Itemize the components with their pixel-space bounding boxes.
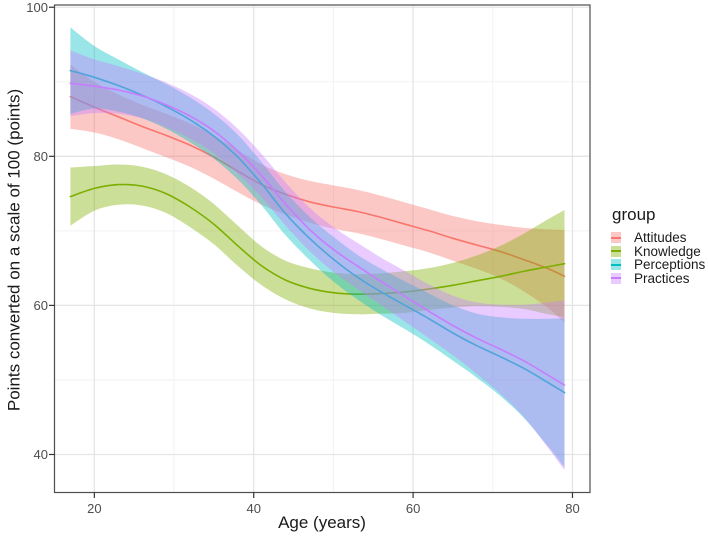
legend-item-label: Practices — [634, 270, 690, 286]
x-tick-label-40: 40 — [246, 500, 261, 516]
y-tick-label-40: 40 — [33, 446, 48, 462]
ci-ribbon-practices — [70, 50, 565, 471]
legend-title: group — [612, 205, 656, 224]
x-axis-title: Age (years) — [278, 513, 366, 532]
legend-item-attitudes: Attitudes — [611, 231, 705, 245]
x-tick-label-60: 60 — [405, 500, 421, 516]
ci-ribbon-knowledge — [70, 164, 565, 318]
smooth-line-practices — [69, 82, 566, 386]
legend-item-label: Knowledge — [634, 243, 701, 259]
legend-item-knowledge: Knowledge — [611, 243, 705, 259]
panel-border — [53, 4, 591, 494]
legend-key-line-icon — [611, 277, 621, 280]
legend-item-label: Perceptions — [634, 257, 706, 272]
x-tick-label-80: 80 — [565, 500, 580, 516]
ci-ribbon-attitudes — [70, 64, 565, 323]
ci-ribbon-perceptions — [70, 27, 565, 468]
legend-key-swatch-knowledge — [611, 245, 621, 257]
legend: group Attitudes Knowledge Perceptions Pract… — [611, 206, 705, 285]
legend-key-line-icon — [611, 263, 621, 266]
y-tick-label-60: 60 — [33, 297, 48, 313]
y-tick-label-100: 100 — [26, 0, 48, 15]
legend-key-swatch-practices — [611, 272, 621, 284]
legend-item-practices: Practices — [611, 270, 705, 286]
legend-key-swatch-perceptions — [611, 259, 621, 271]
legend-item-label: Attitudes — [634, 230, 687, 245]
x-tick-label-20: 20 — [87, 500, 102, 516]
legend-item-perceptions: Perceptions — [611, 258, 705, 272]
legend-key-line-icon — [611, 236, 621, 239]
y-axis-title: Points converted on a scale of 100 (poin… — [4, 88, 24, 412]
y-tick-label-80: 80 — [33, 148, 48, 164]
legend-key-swatch-attitudes — [611, 232, 621, 244]
smooth-line-knowledge — [69, 183, 566, 296]
legend-items: Attitudes Knowledge Perceptions Practices — [611, 231, 705, 285]
legend-key-line-icon — [611, 250, 621, 253]
smooth-line-attitudes — [69, 95, 566, 278]
